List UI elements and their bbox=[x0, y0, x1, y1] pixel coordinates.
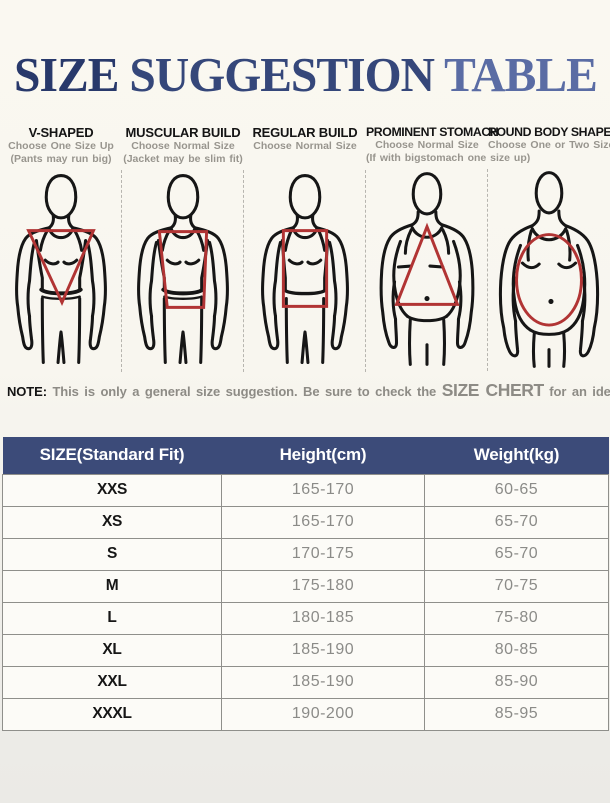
v-shaped-figure-icon bbox=[14, 174, 107, 364]
body-type-title: PROMINENT STOMACH bbox=[366, 125, 499, 139]
body-type-caption: (Jacket may be slim fit) bbox=[123, 153, 243, 165]
body-type-caption bbox=[244, 153, 366, 166]
navel-dot bbox=[548, 298, 554, 305]
figure-cell bbox=[488, 169, 610, 371]
page-title: SIZE SUGGESTION TABLE bbox=[13, 46, 598, 103]
note-line: NOTE: This is only a general size sugges… bbox=[7, 380, 610, 401]
title-bar: SIZE SUGGESTION TABLE bbox=[0, 0, 610, 103]
table-row: M 175-180 70-75 bbox=[2, 569, 609, 603]
body-type-title: REGULAR BUILD bbox=[252, 125, 358, 140]
height-cell: 165-170 bbox=[221, 505, 425, 539]
body-type-caption: (If with bigstomach one size up) bbox=[366, 152, 531, 164]
table-row: S 170-175 65-70 bbox=[2, 537, 609, 571]
column-header-size: SIZE(Standard Fit) bbox=[2, 437, 222, 474]
size-cell: XXL bbox=[2, 665, 222, 699]
size-cell: XXS bbox=[2, 473, 222, 507]
round-body-figure-icon bbox=[498, 171, 600, 368]
muscular-figure-icon bbox=[136, 174, 229, 364]
body-type-caption bbox=[488, 152, 610, 165]
height-cell: 180-185 bbox=[221, 601, 425, 635]
note-highlight: SIZE CHERT bbox=[441, 380, 544, 400]
weight-cell: 60-65 bbox=[424, 473, 609, 507]
table-row: XXS 165-170 60-65 bbox=[2, 473, 609, 507]
height-cell: 190-200 bbox=[221, 697, 425, 731]
weight-cell: 80-85 bbox=[424, 633, 609, 667]
navel-dot bbox=[423, 295, 430, 302]
weight-cell: 85-95 bbox=[424, 697, 609, 731]
note-text-before: This is only a general size suggestion. … bbox=[52, 384, 437, 399]
body-type-advice: Choose One or Two Size Up bbox=[488, 139, 610, 151]
body-type-muscular: MUSCULAR BUILD Choose Normal Size (Jacke… bbox=[122, 125, 244, 372]
page-title-word-1: SIZE bbox=[13, 47, 119, 102]
height-cell: 170-175 bbox=[221, 537, 425, 571]
figure-cell bbox=[0, 170, 122, 372]
size-table: SIZE(Standard Fit) Height(cm) Weight(kg)… bbox=[2, 437, 609, 731]
size-cell: S bbox=[2, 537, 222, 571]
trapezoid-overlay bbox=[157, 230, 208, 309]
body-type-regular: REGULAR BUILD Choose Normal Size bbox=[244, 125, 366, 372]
table-row: L 180-185 75-80 bbox=[2, 601, 609, 635]
body-type-advice: Choose Normal Size bbox=[131, 140, 235, 152]
column-header-height: Height(cm) bbox=[221, 437, 425, 474]
body-type-title: ROUND BODY SHAPE bbox=[488, 125, 610, 139]
page-title-word-3: TABLE bbox=[443, 47, 598, 102]
body-type-advice: Choose Normal Size bbox=[375, 139, 479, 151]
size-cell: XXXL bbox=[2, 697, 222, 731]
body-type-advice: Choose Normal Size bbox=[253, 140, 357, 152]
body-type-title: MUSCULAR BUILD bbox=[125, 125, 241, 140]
body-type-v-shaped: V-SHAPED Choose One Size Up (Pants may r… bbox=[0, 125, 122, 372]
prominent-stomach-figure-icon bbox=[379, 172, 474, 366]
page-title-word-2: SUGGESTION bbox=[128, 47, 435, 102]
height-cell: 175-180 bbox=[221, 569, 425, 603]
figure-cell bbox=[366, 169, 488, 371]
table-row: XXXL 190-200 85-95 bbox=[2, 697, 609, 731]
height-cell: 185-190 bbox=[221, 665, 425, 699]
size-cell: XL bbox=[2, 633, 222, 667]
body-type-round: ROUND BODY SHAPE Choose One or Two Size … bbox=[488, 125, 610, 372]
triangle-overlay bbox=[393, 222, 460, 306]
size-cell: L bbox=[2, 601, 222, 635]
table-row: XXL 185-190 85-90 bbox=[2, 665, 609, 699]
figure-cell bbox=[122, 170, 244, 372]
inverted-triangle-overlay bbox=[25, 229, 96, 307]
table-row: XS 165-170 65-70 bbox=[2, 505, 609, 539]
weight-cell: 65-70 bbox=[424, 505, 609, 539]
height-cell: 165-170 bbox=[221, 473, 425, 507]
body-type-advice: Choose One Size Up bbox=[8, 140, 114, 152]
size-cell: XS bbox=[2, 505, 222, 539]
weight-cell: 70-75 bbox=[424, 569, 609, 603]
body-type-caption: (Pants may run big) bbox=[10, 153, 112, 165]
weight-cell: 75-80 bbox=[424, 601, 609, 635]
body-type-prominent-stomach: PROMINENT STOMACH Choose Normal Size (If… bbox=[366, 125, 531, 372]
figure-cell bbox=[244, 170, 366, 372]
note-text-after: for an ideal size. bbox=[549, 384, 610, 399]
oval-overlay bbox=[515, 233, 583, 327]
weight-cell: 65-70 bbox=[424, 537, 609, 571]
regular-figure-icon bbox=[260, 174, 349, 364]
table-row: XL 185-190 80-85 bbox=[2, 633, 609, 667]
rectangle-overlay bbox=[281, 229, 328, 308]
height-cell: 185-190 bbox=[221, 633, 425, 667]
table-header-row: SIZE(Standard Fit) Height(cm) Weight(kg) bbox=[2, 437, 609, 474]
column-header-weight: Weight(kg) bbox=[424, 437, 609, 474]
body-type-columns: V-SHAPED Choose One Size Up (Pants may r… bbox=[0, 125, 610, 372]
weight-cell: 85-90 bbox=[424, 665, 609, 699]
body-type-title: V-SHAPED bbox=[28, 125, 94, 140]
size-cell: M bbox=[2, 569, 222, 603]
note-label: NOTE: bbox=[7, 384, 47, 399]
